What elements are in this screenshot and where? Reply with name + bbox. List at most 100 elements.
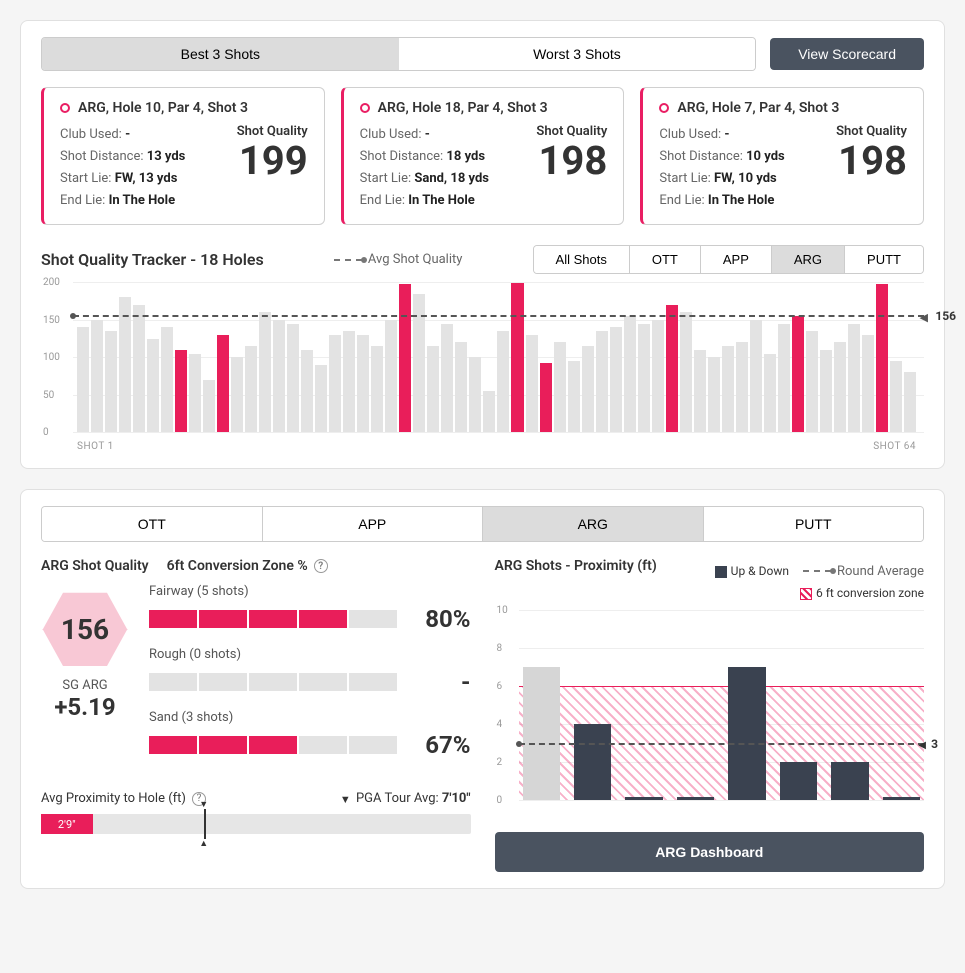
proximity-bar[interactable] (523, 667, 560, 800)
best-shots-tab[interactable]: Best 3 Shots (42, 38, 399, 70)
tracker-bar[interactable] (147, 339, 159, 433)
tracker-bar[interactable] (483, 391, 495, 432)
tracker-bar[interactable] (890, 361, 902, 432)
tracker-bar[interactable] (820, 350, 832, 433)
proximity-header-row: Avg Proximity to Hole (ft) ? ▼ PGA Tour … (41, 791, 471, 806)
tracker-bar[interactable] (371, 346, 383, 432)
tracker-bar[interactable] (91, 320, 103, 433)
tracker-bar[interactable] (680, 312, 692, 432)
tab-putt[interactable]: PUTT (703, 507, 924, 541)
tracker-bar[interactable] (385, 320, 397, 433)
arg-dashboard-button[interactable]: ARG Dashboard (495, 832, 925, 872)
tracker-bar[interactable] (315, 365, 327, 433)
tracker-bar[interactable] (708, 357, 720, 432)
tab-arg[interactable]: ARG (482, 507, 703, 541)
tracker-bar[interactable] (245, 346, 257, 432)
shot-card[interactable]: ARG, Hole 10, Par 4, Shot 3 Club Used: -… (41, 87, 325, 225)
tracker-bar[interactable] (778, 324, 790, 433)
tracker-bar[interactable] (77, 327, 89, 432)
tracker-bar[interactable] (876, 284, 888, 433)
tracker-bar[interactable] (175, 350, 187, 433)
tab-app[interactable]: APP (262, 507, 483, 541)
tracker-bar[interactable] (119, 297, 131, 432)
x-first: SHOT 1 (77, 441, 114, 452)
tracker-bar[interactable] (357, 335, 369, 433)
tracker-bar[interactable] (694, 350, 706, 433)
legend-swatch-zone (800, 588, 812, 600)
sg-value: +5.19 (41, 693, 129, 721)
proximity-bar[interactable] (831, 762, 868, 800)
tracker-avg-line: ◀156 (73, 315, 924, 317)
tracker-title: Shot Quality Tracker - 18 Holes (41, 250, 264, 269)
tracker-bar[interactable] (848, 324, 860, 433)
proximity-legend: Up & Down Round Average (715, 564, 924, 579)
tracker-bar[interactable] (343, 331, 355, 432)
shot-cards-row: ARG, Hole 10, Par 4, Shot 3 Club Used: -… (41, 87, 924, 225)
tracker-bar[interactable] (610, 327, 622, 432)
filter-all-shots[interactable]: All Shots (534, 246, 629, 273)
proximity-bar[interactable] (625, 797, 662, 801)
filter-putt[interactable]: PUTT (844, 246, 923, 273)
worst-shots-tab[interactable]: Worst 3 Shots (399, 38, 756, 70)
tracker-bar[interactable] (904, 372, 916, 432)
tracker-bar[interactable] (792, 316, 804, 432)
shot-card[interactable]: ARG, Hole 7, Par 4, Shot 3 Club Used: - … (640, 87, 924, 225)
tracker-bar[interactable] (862, 335, 874, 433)
proximity-chart: 0246810 ◀3 (495, 610, 925, 820)
tracker-bar[interactable] (750, 320, 762, 433)
help-icon[interactable]: ? (314, 559, 328, 573)
tracker-bar[interactable] (736, 342, 748, 432)
hex-value: 156 (61, 613, 109, 646)
tracker-bar[interactable] (596, 331, 608, 432)
tab-ott[interactable]: OTT (42, 507, 262, 541)
ring-icon (60, 103, 70, 113)
proximity-bar[interactable] (883, 797, 920, 801)
tracker-bar[interactable] (511, 283, 523, 432)
proximity-bar[interactable] (677, 797, 714, 801)
tracker-bar[interactable] (189, 354, 201, 433)
tracker-bar[interactable] (568, 361, 580, 432)
conversion-row: Fairway (5 shots) 80% (149, 584, 471, 633)
tracker-bar[interactable] (806, 331, 818, 432)
proximity-bar[interactable] (728, 667, 765, 800)
tracker-bar[interactable] (161, 327, 173, 432)
tracker-bar[interactable] (722, 346, 734, 432)
tracker-bar[interactable] (540, 363, 552, 432)
tracker-bar[interactable] (764, 354, 776, 433)
shot-title: ARG, Hole 18, Par 4, Shot 3 (378, 100, 548, 116)
tracker-bar[interactable] (287, 324, 299, 433)
tracker-bar[interactable] (427, 346, 439, 432)
tracker-bar[interactable] (526, 335, 538, 433)
filter-ott[interactable]: OTT (629, 246, 700, 273)
conversion-row: Sand (3 shots) 67% (149, 710, 471, 759)
tracker-bar[interactable] (273, 320, 285, 433)
tracker-bar[interactable] (582, 346, 594, 432)
tracker-bar[interactable] (231, 357, 243, 432)
top-row: Best 3 Shots Worst 3 Shots View Scorecar… (41, 37, 924, 71)
tracker-bar[interactable] (469, 357, 481, 432)
tracker-bar[interactable] (217, 335, 229, 433)
proximity-bar[interactable] (574, 724, 611, 800)
tracker-bar[interactable] (105, 331, 117, 432)
filter-app[interactable]: APP (700, 246, 771, 273)
tracker-bar[interactable] (455, 342, 467, 432)
tracker-bar[interactable] (133, 305, 145, 433)
filter-arg[interactable]: ARG (771, 246, 844, 273)
tracker-bar[interactable] (203, 380, 215, 433)
tracker-bar[interactable] (399, 284, 411, 433)
tracker-bar[interactable] (666, 305, 678, 433)
tracker-bar[interactable] (301, 350, 313, 433)
tracker-bar[interactable] (497, 331, 509, 432)
avg-legend-label: Avg Shot Quality (368, 252, 463, 267)
view-scorecard-button[interactable]: View Scorecard (770, 38, 924, 70)
tracker-bar[interactable] (638, 324, 650, 433)
tracker-bar[interactable] (329, 335, 341, 433)
tracker-bar[interactable] (441, 324, 453, 433)
tracker-bar[interactable] (624, 316, 636, 432)
tracker-bar[interactable] (834, 342, 846, 432)
tracker-bar[interactable] (652, 320, 664, 433)
tracker-bar[interactable] (554, 342, 566, 432)
shot-card[interactable]: ARG, Hole 18, Par 4, Shot 3 Club Used: -… (341, 87, 625, 225)
proximity-bar[interactable] (780, 762, 817, 800)
tracker-bar[interactable] (259, 312, 271, 432)
